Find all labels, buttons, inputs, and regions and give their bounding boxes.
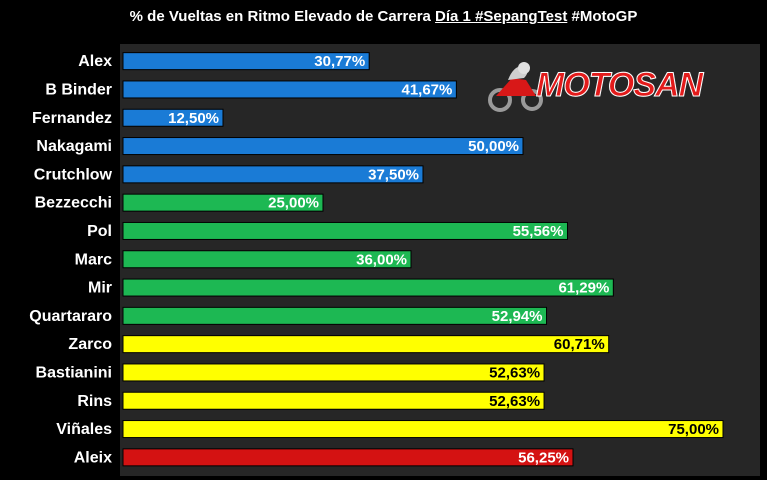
- data-label: 50,00%: [468, 138, 519, 155]
- data-label: 37,50%: [368, 166, 419, 183]
- category-label: Viñales: [56, 421, 112, 438]
- bar-rins: [122, 391, 545, 410]
- category-label: Aleix: [74, 449, 112, 466]
- bar-alex: [122, 52, 370, 71]
- category-label: Crutchlow: [34, 166, 113, 183]
- data-label: 61,29%: [558, 280, 609, 297]
- category-label: Mir: [88, 280, 112, 297]
- data-label: 30,77%: [314, 53, 365, 70]
- logo-text: MOTOSAN: [535, 66, 703, 105]
- category-label: Rins: [77, 393, 112, 410]
- data-label: 41,67%: [401, 81, 452, 98]
- bar-aleix: [122, 448, 574, 467]
- bar-viñales: [122, 420, 724, 439]
- title-hashtag-text: #MotoGP: [567, 8, 638, 25]
- motosan-logo: MOTOSAN: [486, 56, 726, 112]
- bar-mir: [122, 278, 614, 297]
- bar-fernandez: [122, 108, 224, 127]
- category-label: Nakagami: [36, 138, 112, 155]
- data-label: 55,56%: [513, 223, 564, 240]
- bar-bezzecchi: [122, 193, 324, 212]
- bar-quartararo: [122, 306, 548, 325]
- category-label: Marc: [75, 251, 112, 268]
- category-label: Alex: [78, 53, 112, 70]
- data-label: 52,94%: [492, 308, 543, 325]
- data-label: 52,63%: [489, 364, 540, 381]
- bar-b-binder: [122, 80, 457, 99]
- data-label: 52,63%: [489, 393, 540, 410]
- bar-zarco: [122, 335, 610, 354]
- category-label: Quartararo: [29, 308, 112, 325]
- category-label: Pol: [87, 223, 112, 240]
- data-label: 75,00%: [668, 421, 719, 438]
- data-label: 25,00%: [268, 195, 319, 212]
- bar-pol: [122, 221, 568, 240]
- bar-nakagami: [122, 137, 524, 156]
- title-text: % de Vueltas en Ritmo Elevado de Carrera: [129, 8, 436, 25]
- category-label: Bastianini: [36, 364, 112, 381]
- category-label: B Binder: [45, 81, 112, 98]
- category-label: Bezzecchi: [35, 195, 112, 212]
- data-label: 60,71%: [554, 336, 605, 353]
- data-label: 12,50%: [168, 110, 219, 127]
- data-label: 56,25%: [518, 449, 569, 466]
- bar-marc: [122, 250, 412, 269]
- motorbike-rider-icon: [488, 62, 543, 112]
- chart-title: % de Vueltas en Ritmo Elevado de Carrera…: [0, 8, 767, 25]
- bar-crutchlow: [122, 165, 424, 184]
- category-label: Fernandez: [32, 110, 112, 127]
- bar-bastianini: [122, 363, 545, 382]
- title-underlined-text: Día 1 #SepangTest: [435, 8, 568, 25]
- data-label: 36,00%: [356, 251, 407, 268]
- category-label: Zarco: [68, 336, 112, 353]
